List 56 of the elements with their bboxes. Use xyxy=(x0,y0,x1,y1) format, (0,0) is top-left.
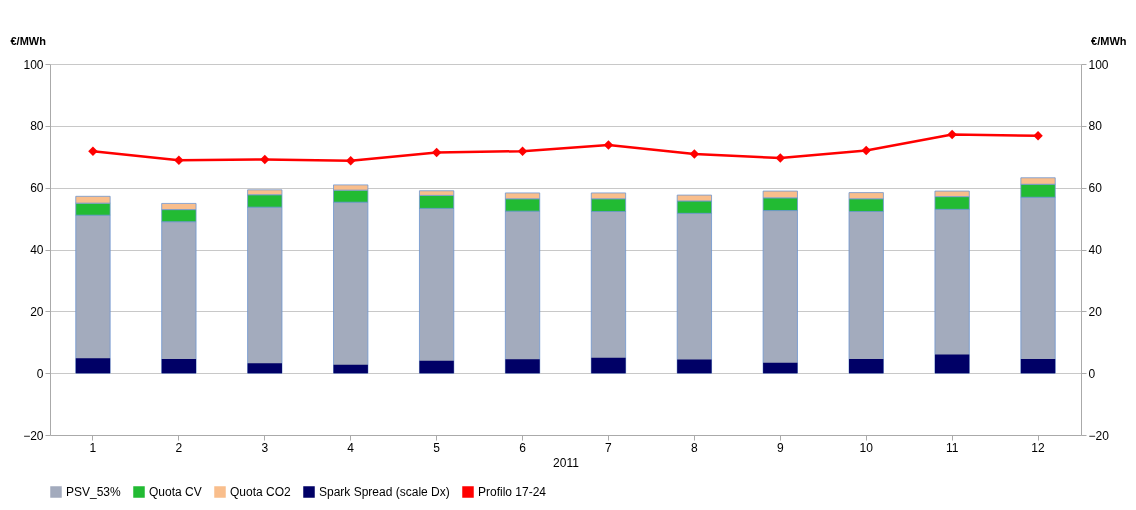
point xyxy=(947,129,957,140)
point xyxy=(345,156,356,166)
legend-label: PSV_53% xyxy=(66,485,122,499)
x-tick-label: 3 xyxy=(261,440,269,455)
bar xyxy=(75,358,111,374)
x-tick-label: 8 xyxy=(691,440,699,455)
legend-label: Spark Spread (scale Dx) xyxy=(319,485,450,499)
bar xyxy=(677,359,712,374)
y2-tick-label: 80 xyxy=(1088,119,1103,134)
y-tick-label: 60 xyxy=(30,181,44,196)
bar xyxy=(849,358,884,374)
x-tick-label: 6 xyxy=(519,440,527,455)
point xyxy=(1033,130,1043,141)
bar xyxy=(161,358,197,374)
bar xyxy=(591,357,626,374)
x-axis-title: 2011 xyxy=(553,455,580,470)
bar xyxy=(419,360,454,374)
y-axis-title: €/MWh xyxy=(10,34,47,47)
x-tick-label: 7 xyxy=(605,440,613,455)
x-tick-label: 4 xyxy=(347,440,355,455)
x-tick-label: 12 xyxy=(1031,440,1046,455)
bar xyxy=(247,363,282,374)
point xyxy=(174,155,184,165)
bar xyxy=(505,359,540,374)
y-tick-label: 20 xyxy=(30,304,44,319)
y-tick-label: 80 xyxy=(30,119,44,134)
x-tick-label: 1 xyxy=(89,440,97,455)
bar xyxy=(763,362,798,374)
x-tick-label: 5 xyxy=(433,440,441,455)
point xyxy=(431,147,442,158)
y-tick-label: −20 xyxy=(23,428,44,443)
bar xyxy=(1020,358,1056,374)
x-tick-label: 2 xyxy=(175,440,183,455)
bar xyxy=(934,354,970,374)
y2-tick-label: 40 xyxy=(1088,243,1103,257)
legend-label: Quota CV xyxy=(149,485,202,499)
point xyxy=(603,140,614,150)
legend-label: Quota CO2 xyxy=(230,485,292,499)
y-tick-label: 100 xyxy=(23,57,44,72)
y2-tick-label: 60 xyxy=(1088,181,1103,196)
x-tick-label: 9 xyxy=(776,440,784,455)
y2-axis-title: €/MWh xyxy=(1091,34,1127,47)
x-tick-label: 11 xyxy=(945,440,959,455)
bar xyxy=(333,364,368,374)
y-tick-label: 40 xyxy=(30,243,44,257)
y-tick-label: 0 xyxy=(36,366,44,381)
y2-tick-label: −20 xyxy=(1088,428,1110,443)
y2-tick-label: 0 xyxy=(1088,366,1096,381)
x-tick-label: 10 xyxy=(859,440,874,455)
y2-tick-label: 100 xyxy=(1088,57,1109,72)
y2-tick-label: 20 xyxy=(1088,304,1103,319)
point xyxy=(861,145,871,156)
point xyxy=(517,146,528,156)
legend-label: Profilo 17-24 xyxy=(478,485,547,499)
point xyxy=(260,154,270,165)
point xyxy=(775,153,786,163)
